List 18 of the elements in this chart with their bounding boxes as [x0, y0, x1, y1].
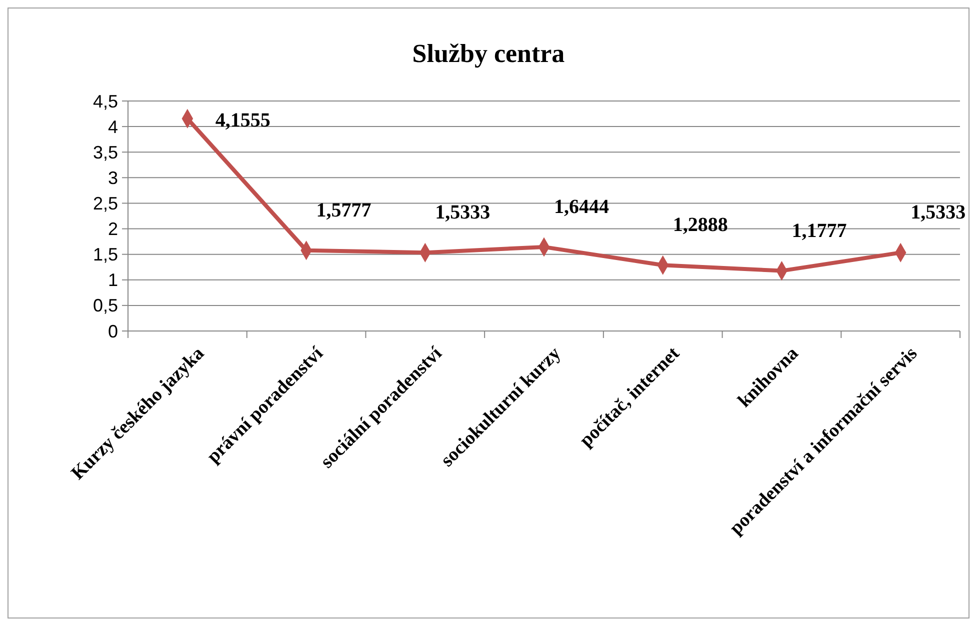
y-tick-label: 0: [108, 321, 118, 342]
y-tick-label: 2,5: [92, 194, 118, 214]
y-tick-label: 1: [108, 270, 118, 290]
y-tick-label: 3,5: [92, 142, 118, 162]
data-label: 1,6444: [554, 196, 609, 218]
data-label: 4,1555: [215, 110, 270, 132]
data-label: 1,1777: [792, 220, 847, 242]
y-tick-label: 4: [108, 116, 118, 137]
data-label: 1,2888: [672, 214, 728, 236]
data-label: 1,5333: [910, 202, 966, 224]
data-label: 1,5333: [435, 202, 490, 224]
y-tick-label: 0,5: [92, 296, 118, 316]
y-tick-label: 2: [108, 219, 118, 240]
chart-title: Služby centra: [412, 39, 565, 68]
y-tick-label: 4,5: [92, 91, 118, 112]
y-tick-label: 1,5: [92, 244, 118, 265]
data-label: 1,5777: [316, 199, 372, 222]
y-tick-label: 3: [108, 168, 118, 188]
